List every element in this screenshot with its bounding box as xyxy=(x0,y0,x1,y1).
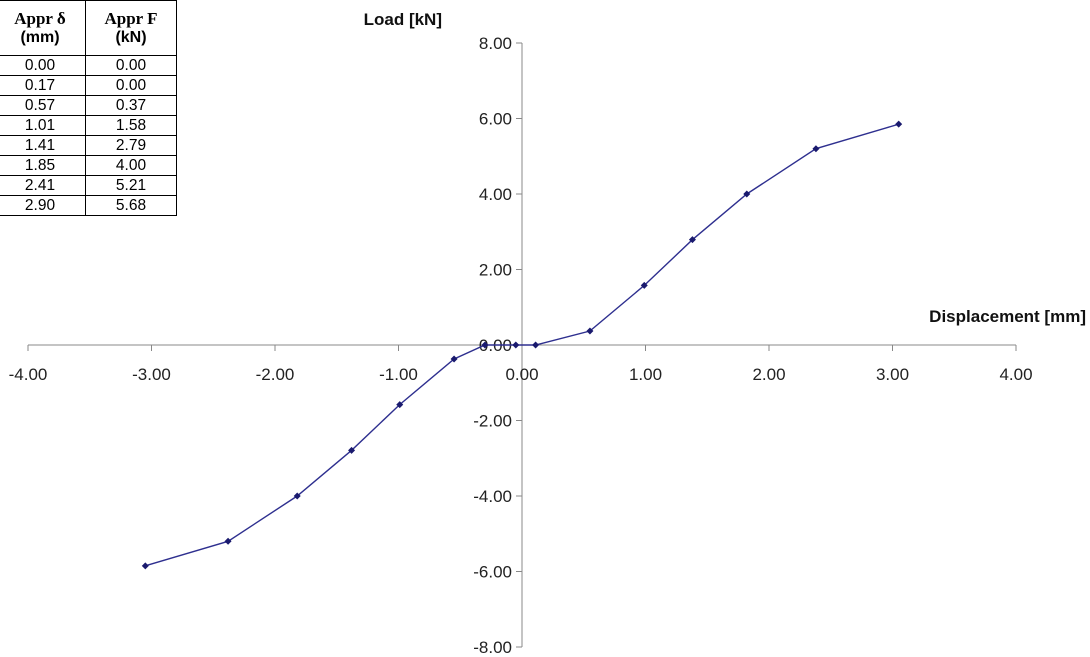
y-tick-label: -2.00 xyxy=(473,412,512,431)
x-tick-label: 4.00 xyxy=(999,365,1032,384)
y-tick-label: 8.00 xyxy=(479,34,512,53)
table-cell: 0.00 xyxy=(85,75,177,96)
y-tick-label: 4.00 xyxy=(479,185,512,204)
table-row: 1.41 2.79 xyxy=(0,135,177,156)
data-point xyxy=(450,355,458,363)
table-cell: 0.57 xyxy=(0,95,86,116)
column-header-line: Appr F xyxy=(104,9,158,28)
data-point xyxy=(481,341,489,349)
table-cell: 2.41 xyxy=(0,175,86,196)
table-row: 2.41 5.21 xyxy=(0,175,177,196)
table-cell: 4.00 xyxy=(85,155,177,176)
table-row: 0.00 0.00 xyxy=(0,55,177,76)
table-cell: 1.41 xyxy=(0,135,86,156)
table-cell: 5.68 xyxy=(85,195,177,216)
x-tick-label: -3.00 xyxy=(132,365,171,384)
x-tick-label: -4.00 xyxy=(9,365,48,384)
table-cell: 2.79 xyxy=(85,135,177,156)
y-tick-label: 2.00 xyxy=(479,261,512,280)
column-header-unit: (mm) xyxy=(20,29,60,46)
y-tick-label: -6.00 xyxy=(473,563,512,582)
column-header-force: Appr F (kN) xyxy=(85,0,177,56)
x-tick-label: 2.00 xyxy=(752,365,785,384)
table-cell: 0.00 xyxy=(0,55,86,76)
data-point xyxy=(586,327,594,335)
data-table: Appr δ (mm) Appr F (kN) 0.00 0.00 0.17 0.0… xyxy=(0,0,177,216)
column-header-line: Appr δ xyxy=(14,9,66,28)
table-row: 2.90 5.68 xyxy=(0,195,177,216)
data-point xyxy=(141,562,149,570)
table-row: 1.01 1.58 xyxy=(0,115,177,136)
table-row: 0.17 0.00 xyxy=(0,75,177,96)
x-tick-label: 0.00 xyxy=(505,365,538,384)
table-cell: 0.00 xyxy=(85,55,177,76)
data-point xyxy=(640,281,648,289)
table-row: 0.57 0.37 xyxy=(0,95,177,116)
data-point xyxy=(743,190,751,198)
y-tick-label: -4.00 xyxy=(473,487,512,506)
x-tick-label: 3.00 xyxy=(876,365,909,384)
table-cell: 0.37 xyxy=(85,95,177,116)
x-tick-label: -1.00 xyxy=(379,365,418,384)
table-cell: 1.85 xyxy=(0,155,86,176)
y-tick-label: -8.00 xyxy=(473,638,512,657)
x-axis-title: Displacement [mm] xyxy=(929,307,1086,326)
data-point xyxy=(396,401,404,409)
data-point xyxy=(348,446,356,454)
data-point xyxy=(532,341,540,349)
x-tick-label: -2.00 xyxy=(256,365,295,384)
table-cell: 1.01 xyxy=(0,115,86,136)
y-tick-label: 6.00 xyxy=(479,110,512,129)
data-point xyxy=(512,341,520,349)
table-header-row: Appr δ (mm) Appr F (kN) xyxy=(0,0,177,56)
table-cell: 5.21 xyxy=(85,175,177,196)
table-cell: 2.90 xyxy=(0,195,86,216)
table-row: 1.85 4.00 xyxy=(0,155,177,176)
column-header-unit: (kN) xyxy=(115,29,147,46)
x-tick-label: 1.00 xyxy=(629,365,662,384)
table-cell: 0.17 xyxy=(0,75,86,96)
y-axis-title: Load [kN] xyxy=(364,10,442,29)
data-point xyxy=(812,145,820,153)
table-cell: 1.58 xyxy=(85,115,177,136)
column-header-displacement: Appr δ (mm) xyxy=(0,0,86,56)
data-point xyxy=(895,120,903,128)
data-point xyxy=(688,236,696,244)
data-point xyxy=(224,537,232,545)
data-point xyxy=(293,492,301,500)
